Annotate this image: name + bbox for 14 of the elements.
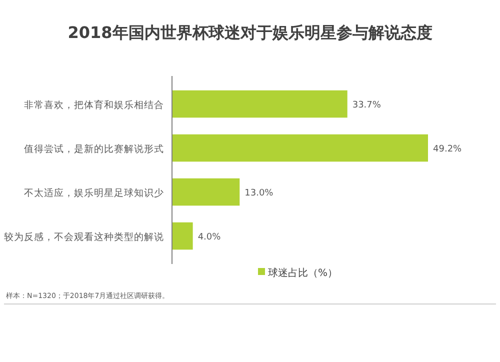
legend-label: 球迷占比（%） (268, 267, 338, 279)
y-tick-label: 不太适应，娱乐明星足球知识少 (24, 187, 164, 199)
bar (172, 178, 240, 206)
bar (172, 90, 348, 118)
y-tick-label: 值得尝试，是新的比赛解说形式 (24, 143, 164, 155)
bar (172, 222, 193, 250)
y-tick-label: 较为反感，不会观看这种类型的解说 (4, 231, 164, 243)
y-tick-label: 非常喜欢，把体育和娱乐相结合 (24, 99, 164, 111)
data-label: 33.7% (352, 100, 382, 110)
chart-title: 2018年国内世界杯球迷对于娱乐明星参与解说态度 (68, 23, 432, 42)
data-label: 49.2% (433, 144, 462, 154)
bar (172, 134, 428, 162)
data-label: 4.0% (198, 232, 222, 242)
data-label: 13.0% (244, 188, 274, 198)
